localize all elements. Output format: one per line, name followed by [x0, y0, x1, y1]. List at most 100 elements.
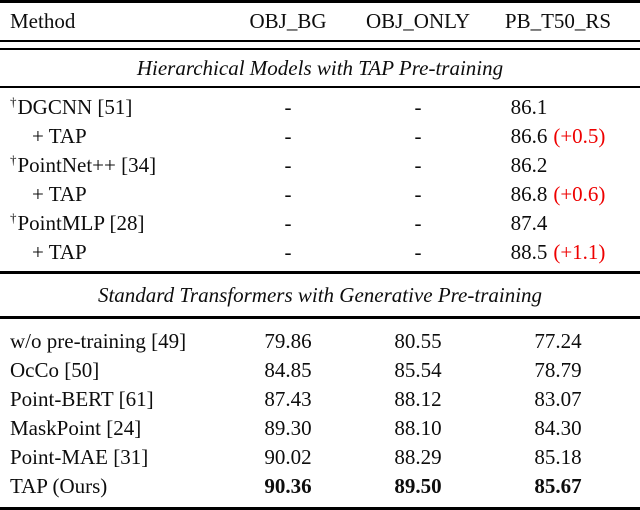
value-cell: - [222, 182, 354, 207]
section-body-hierarchical: †DGCNN [51]--86.1(+0.5)+ TAP--86.6(+0.5)… [0, 88, 640, 271]
value-text: - [414, 124, 422, 148]
value-cell: - [354, 211, 482, 236]
value-cell: 88.12 [354, 387, 482, 412]
value-cell: 77.24 [482, 329, 634, 354]
value-text: 86.2 [510, 153, 548, 177]
table-row: Point-MAE [31] 90.02 88.29 85.18 [0, 443, 640, 472]
value-cell: - [222, 124, 354, 149]
section-title-standard: Standard Transformers with Generative Pr… [97, 282, 543, 307]
value-text: 83.07 [534, 387, 582, 411]
value-cell: 85.54 [354, 358, 482, 383]
value-cell: 83.07 [482, 387, 634, 412]
value-text: 90.36 [264, 474, 312, 498]
value-text: 89.50 [394, 474, 442, 498]
method-cell: Point-MAE [31] [0, 445, 222, 470]
value-text: 88.12 [394, 387, 442, 411]
value-text: - [284, 182, 292, 206]
column-header-obj-only: OBJ_ONLY [365, 9, 471, 33]
method-cell: MaskPoint [24] [0, 416, 222, 441]
value-text: 88.29 [394, 445, 442, 469]
value-text: 88.10 [394, 416, 442, 440]
column-header-method: Method [10, 9, 76, 33]
value-cell: 86.8 (+0.6) [482, 182, 634, 207]
value-cell: 85.18 [482, 445, 634, 470]
column-header-obj-bg: OBJ_BG [249, 9, 327, 33]
value-cell: - [354, 182, 482, 207]
value-text: 90.02 [264, 445, 312, 469]
method-label: Point-MAE [31] [10, 445, 149, 469]
method-cell: TAP (Ours) [0, 474, 222, 499]
method-label: + TAP [32, 182, 87, 206]
value-text: 84.30 [534, 416, 582, 440]
value-cell: 78.79 [482, 358, 634, 383]
table-row: MaskPoint [24] 89.30 88.10 84.30 [0, 414, 640, 443]
section2-top-rule [0, 271, 640, 274]
value-cell: 85.67 [482, 474, 634, 499]
value-text: - [414, 211, 422, 235]
value-cell: 90.02 [222, 445, 354, 470]
value-text: - [414, 182, 422, 206]
method-label: Point-BERT [61] [10, 387, 154, 411]
value-cell: 87.4(+0.5) [482, 211, 634, 236]
value-text: 78.79 [534, 358, 582, 382]
delta-badge: (+0.6) [553, 182, 606, 206]
method-label: PointMLP [28] [17, 211, 145, 235]
method-label: DGCNN [51] [17, 95, 133, 119]
value-cell: - [222, 240, 354, 265]
dagger-icon: † [10, 152, 17, 167]
value-cell: - [354, 240, 482, 265]
value-text: 86.1 [510, 95, 548, 119]
value-cell: 86.2(+0.5) [482, 153, 634, 178]
dagger-icon: † [10, 94, 17, 109]
table-row: †PointNet++ [34] - - 86.2(+0.5) [0, 151, 640, 180]
table-row: + TAP - - 86.6 (+0.5) [0, 122, 640, 151]
value-cell: 87.43 [222, 387, 354, 412]
method-cell: †PointNet++ [34] [0, 153, 222, 178]
table-row: TAP (Ours) 90.36 89.50 85.67 [0, 472, 640, 501]
table-row: OcCo [50] 84.85 85.54 78.79 [0, 356, 640, 385]
value-text: - [284, 124, 292, 148]
value-cell: 90.36 [222, 474, 354, 499]
value-text: 87.43 [264, 387, 312, 411]
table-row: + TAP - - 86.8 (+0.6) [0, 180, 640, 209]
method-cell: w/o pre-training [49] [0, 329, 222, 354]
value-text: 86.8 [510, 182, 548, 206]
method-label: MaskPoint [24] [10, 416, 142, 440]
method-cell: + TAP [0, 124, 222, 149]
column-header-pb-t50-rs: PB_T50_RS [504, 9, 612, 33]
method-label: OcCo [50] [10, 358, 100, 382]
method-cell: Point-BERT [61] [0, 387, 222, 412]
method-cell: + TAP [0, 182, 222, 207]
value-cell: - [222, 211, 354, 236]
value-cell: - [222, 153, 354, 178]
value-cell: 89.50 [354, 474, 482, 499]
value-text: 89.30 [264, 416, 312, 440]
method-label: w/o pre-training [49] [10, 329, 187, 353]
method-label: PointNet++ [34] [17, 153, 157, 177]
value-cell: - [354, 153, 482, 178]
delta-badge: (+1.1) [553, 240, 606, 264]
value-text: - [284, 153, 292, 177]
table-header-row: Method OBJ_BG OBJ_ONLY PB_T50_RS [0, 3, 640, 40]
table-row: w/o pre-training [49] 79.86 80.55 77.24 [0, 327, 640, 356]
method-label: TAP (Ours) [10, 474, 108, 498]
value-text: 84.85 [264, 358, 312, 382]
section-body-standard: w/o pre-training [49] 79.86 80.55 77.24 OcCo… [0, 319, 640, 507]
value-cell: - [222, 95, 354, 120]
value-text: 77.24 [534, 329, 582, 353]
section2-bottom-rule [0, 316, 640, 319]
value-text: 85.67 [534, 474, 582, 498]
section-title-hierarchical: Hierarchical Models with TAP Pre-trainin… [136, 55, 504, 80]
value-cell: 84.30 [482, 416, 634, 441]
value-cell: 88.29 [354, 445, 482, 470]
value-text: 88.5 [510, 240, 548, 264]
dagger-icon: † [10, 210, 17, 225]
table-row: †PointMLP [28] - - 87.4(+0.5) [0, 209, 640, 238]
value-text: 87.4 [510, 211, 548, 235]
value-cell: 84.85 [222, 358, 354, 383]
value-cell: 88.5 (+1.1) [482, 240, 634, 265]
value-text: - [284, 95, 292, 119]
value-text: 85.54 [394, 358, 442, 382]
header-double-rule [0, 40, 640, 50]
